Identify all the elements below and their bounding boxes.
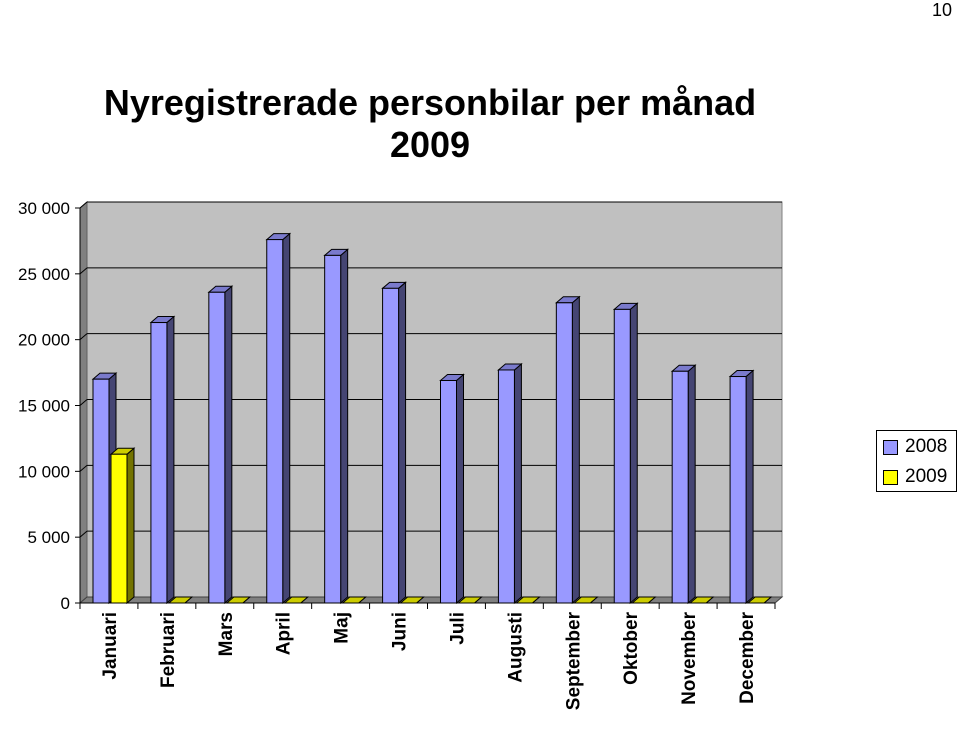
bar-2008-maj — [324, 254, 342, 604]
bar-2009-oktober-top — [630, 596, 657, 604]
bar-2009-maj-top — [341, 596, 368, 604]
x-tick-label: Mars — [216, 612, 237, 656]
gridline-depth — [79, 333, 88, 341]
bar-2008-juli-side — [456, 373, 464, 605]
bar-2008-november — [671, 370, 689, 604]
legend-swatch-2009 — [883, 469, 898, 485]
page-number: 10 — [931, 0, 952, 20]
legend-swatch-2008 — [883, 439, 898, 455]
gridline-depth — [79, 464, 88, 472]
legend-label-2008: 2008 — [905, 436, 948, 457]
bar-2009-juni-top — [399, 596, 425, 604]
y-tick-label: 0 — [61, 594, 70, 613]
legend-item-2008: 2008 — [883, 436, 948, 457]
legend-item-2009: 2009 — [883, 466, 948, 487]
bar-2008-februari — [150, 322, 168, 604]
x-tick-label: Juli — [447, 612, 468, 645]
bar-2008-oktober — [613, 308, 631, 604]
chart-title-line-2: 2009 — [389, 124, 471, 165]
bar-2009-april-top — [283, 596, 310, 604]
bar-2008-mars-side — [224, 285, 233, 605]
bar-2009-februari-top — [167, 596, 194, 604]
bar-2008-oktober-side — [629, 302, 638, 605]
gridline-depth — [79, 399, 88, 406]
x-tick-label: Januari — [100, 612, 121, 680]
bar-2008-juni-side — [398, 281, 407, 605]
bar-2008-juni — [382, 287, 400, 604]
bar-2008-september — [555, 302, 573, 604]
bar-2008-maj-side — [340, 248, 349, 605]
bar-2009-december-top — [746, 596, 773, 604]
bar-2008-november-side — [687, 364, 696, 605]
x-tick-label: April — [274, 612, 295, 655]
y-tick-label: 30 000 — [18, 199, 70, 218]
chart-legend: 2008 2009 — [876, 430, 957, 492]
bar-2009-juli-top — [457, 596, 483, 604]
x-tick-label: Februari — [158, 612, 179, 688]
bar-2008-september-side — [571, 295, 580, 605]
bar-2009-mars-top — [225, 596, 252, 604]
bar-2008-december-side — [745, 369, 754, 605]
y-tick-label: 10 000 — [18, 462, 70, 481]
gridline-depth — [79, 530, 88, 538]
chart-title-line-1: Nyregistrerade personbilar per månad — [103, 82, 757, 123]
y-tick-label: 15 000 — [18, 397, 70, 416]
bar-2008-april — [266, 239, 284, 604]
bar-2008-januari — [92, 378, 110, 604]
gridline-depth — [79, 201, 88, 209]
y-tick-label: 5 000 — [27, 528, 70, 547]
bar-2009-november-top — [688, 596, 715, 604]
bar-2008-februari-side — [166, 315, 175, 605]
bar-2008-december — [729, 376, 747, 604]
x-tick-label: September — [563, 611, 584, 710]
x-tick-label: Juni — [390, 612, 411, 651]
bar-2008-juli — [440, 379, 457, 604]
x-tick-label: Augusti — [505, 612, 526, 683]
bar-2008-april-side — [282, 232, 291, 605]
bar-2008-mars — [208, 291, 226, 604]
x-tick-label: December — [737, 611, 758, 703]
x-tick-label: Maj — [332, 612, 353, 644]
x-tick-label: Oktober — [621, 611, 642, 684]
bar-2009-september-top — [572, 596, 599, 604]
bar-2008-augusti-side — [513, 362, 522, 605]
bar-2009-januari-side — [126, 447, 135, 605]
gridline-depth — [79, 267, 88, 275]
bar-2009-augusti-top — [515, 596, 541, 604]
y-tick-label: 25 000 — [18, 265, 70, 284]
bar-2009-januari — [110, 453, 128, 604]
bar-2008-augusti — [497, 369, 515, 604]
y-tick-label: 20 000 — [18, 331, 70, 350]
legend-label-2009: 2009 — [905, 466, 948, 487]
chart-title: Nyregistrerade personbilar per månad 200… — [60, 82, 800, 166]
x-tick-label: November — [679, 611, 700, 705]
